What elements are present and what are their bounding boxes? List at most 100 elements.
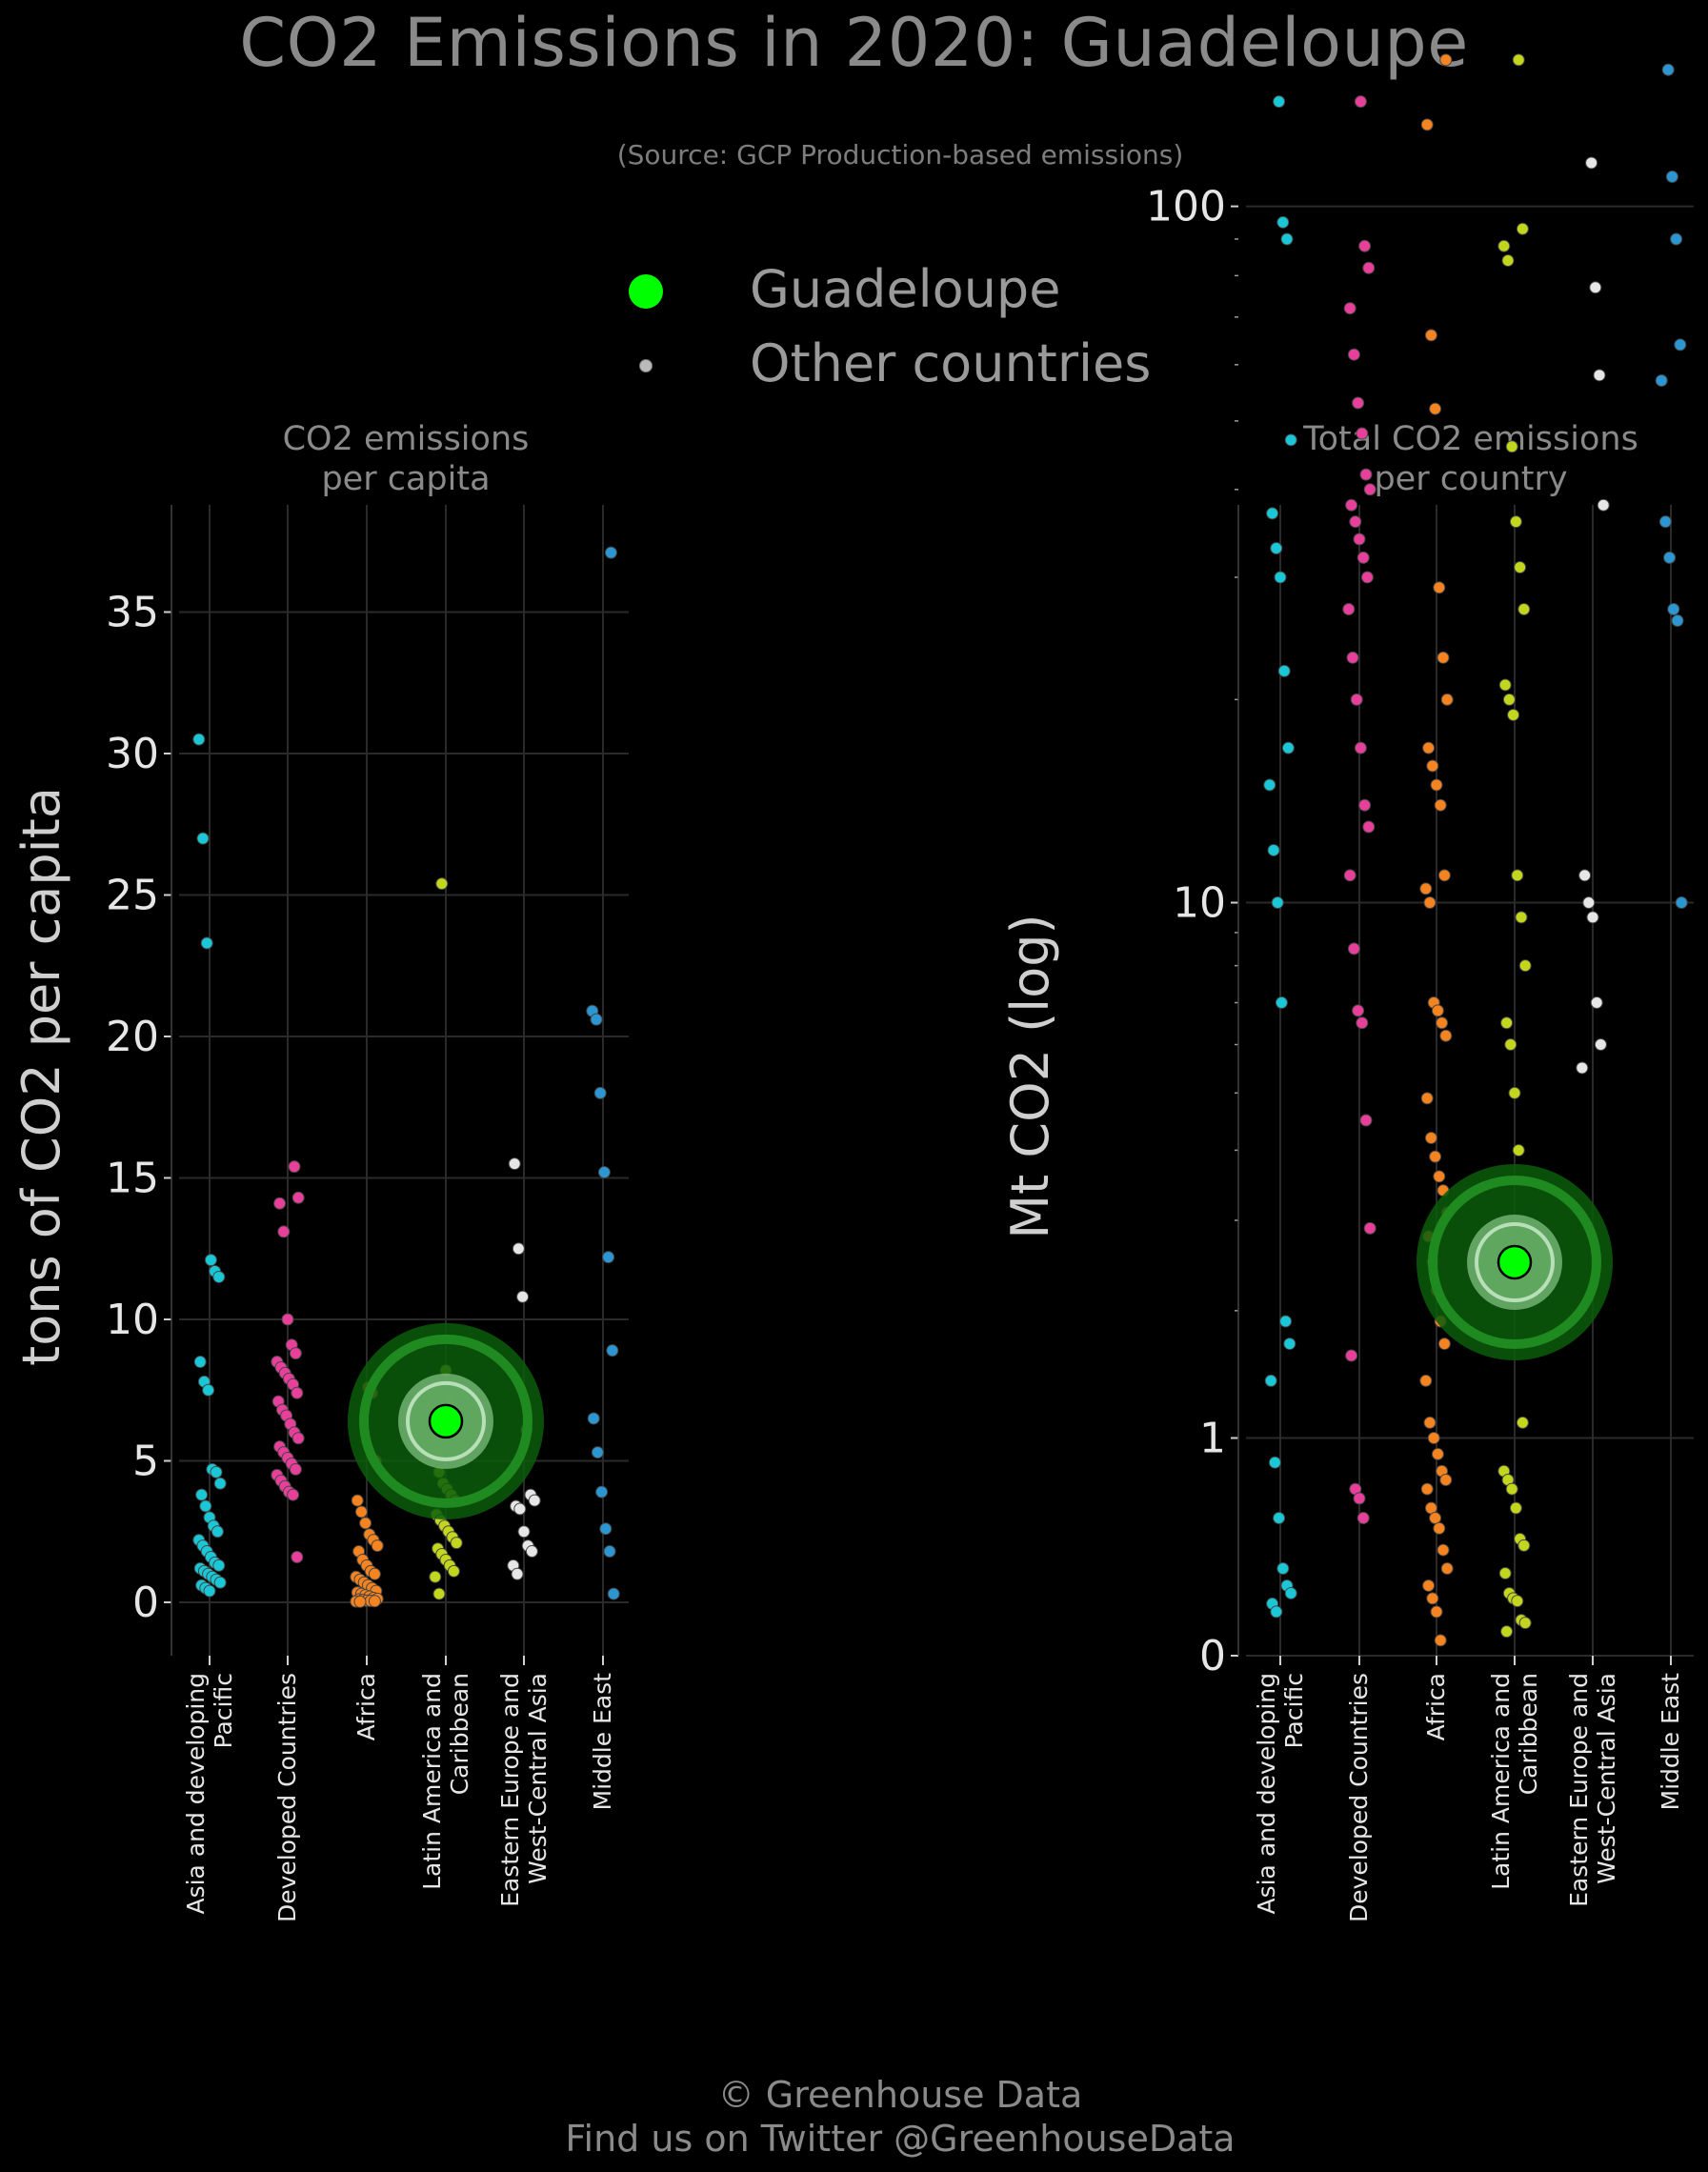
data-point-developed-countries: [1346, 651, 1359, 664]
data-point-africa: [1431, 1004, 1444, 1017]
data-point-developed-countries: [1362, 261, 1376, 274]
y-tick-label: 0: [132, 1579, 159, 1627]
data-point-latin-america-and-caribbean: [1504, 1038, 1517, 1052]
data-point-eastern-europe-and-west-central-asia: [516, 1290, 530, 1303]
data-point-asia-and-developing-pacific: [1283, 1337, 1296, 1351]
data-point-asia-and-developing-pacific: [193, 1356, 207, 1369]
data-point-asia-and-developing-pacific: [213, 1477, 227, 1490]
highlight-point-guadeloupe: [428, 1403, 464, 1439]
data-point-asia-and-developing-pacific: [211, 1525, 224, 1538]
y-tick-label: 30: [106, 730, 159, 778]
panel-title-line: per capita: [321, 460, 490, 498]
data-point-middle-east: [1671, 614, 1684, 628]
data-point-developed-countries: [1342, 603, 1356, 616]
data-point-asia-and-developing-pacific: [196, 832, 210, 845]
data-point-asia-and-developing-pacific: [213, 1576, 227, 1589]
data-point-developed-countries: [289, 1462, 302, 1476]
data-point-latin-america-and-caribbean: [1518, 959, 1532, 973]
y-tick-label: 5: [132, 1438, 159, 1486]
data-point-latin-america-and-caribbean: [450, 1537, 463, 1550]
data-point-latin-america-and-caribbean: [1500, 1625, 1514, 1639]
data-point-africa: [1440, 1561, 1454, 1575]
data-point-africa: [1439, 1474, 1453, 1487]
data-point-africa: [1419, 1374, 1433, 1387]
data-point-africa: [1420, 118, 1434, 131]
data-point-latin-america-and-caribbean: [1505, 1482, 1518, 1496]
data-point-asia-and-developing-pacific: [1264, 1374, 1277, 1387]
data-point-developed-countries: [1356, 1512, 1370, 1525]
data-point-middle-east: [597, 1166, 611, 1179]
data-point-eastern-europe-and-west-central-asia: [1589, 281, 1602, 294]
highlight-point-guadeloupe: [1497, 1244, 1533, 1280]
data-point-africa: [1437, 1337, 1451, 1351]
data-point-middle-east: [587, 1412, 600, 1425]
data-point-asia-and-developing-pacific: [1276, 215, 1290, 229]
data-point-africa: [1420, 1482, 1434, 1496]
legend-other-marker-icon: [639, 359, 653, 372]
data-point-asia-and-developing-pacific: [1263, 778, 1276, 792]
y-tick-label: 15: [106, 1155, 159, 1203]
data-point-developed-countries: [1356, 1016, 1369, 1030]
data-point-developed-countries: [291, 1550, 304, 1563]
y-tick-label: 10: [1173, 879, 1226, 928]
data-point-middle-east: [1658, 515, 1672, 529]
data-point-africa: [1433, 1170, 1446, 1183]
data-point-africa: [1431, 1447, 1444, 1460]
data-point-eastern-europe-and-west-central-asia: [517, 1525, 531, 1538]
data-point-developed-countries: [1347, 942, 1360, 955]
data-point-asia-and-developing-pacific: [200, 936, 213, 950]
x-category-label-asia-and-developing-pacific: Asia and developingPacific: [1253, 1673, 1308, 1915]
data-point-developed-countries: [1352, 1004, 1365, 1017]
data-point-middle-east: [591, 1446, 604, 1459]
data-point-latin-america-and-caribbean: [1498, 1567, 1512, 1580]
data-point-middle-east: [593, 1086, 607, 1099]
y-tick-label: 35: [106, 589, 159, 637]
data-point-asia-and-developing-pacific: [1267, 843, 1280, 856]
y-axis-label: tons of CO2 per capita: [11, 787, 71, 1366]
data-point-africa: [1422, 741, 1436, 754]
data-point-africa: [1423, 896, 1437, 910]
data-point-africa: [351, 1494, 364, 1507]
data-point-developed-countries: [1353, 533, 1366, 546]
data-point-developed-countries: [1352, 396, 1365, 410]
y-tick-label: 25: [106, 872, 159, 920]
data-point-middle-east: [603, 1545, 616, 1559]
data-point-africa: [368, 1567, 381, 1580]
x-category-label-developed-countries: Developed Countries: [1345, 1673, 1373, 1922]
data-point-latin-america-and-caribbean: [1505, 440, 1518, 453]
data-point-developed-countries: [1354, 741, 1367, 754]
data-point-developed-countries: [1350, 693, 1363, 706]
data-point-middle-east: [602, 1251, 615, 1264]
y-tick-label: 100: [1146, 183, 1226, 231]
data-point-developed-countries: [281, 1313, 294, 1326]
y-axis-label: Mt CO2 (log): [1000, 914, 1060, 1238]
data-point-eastern-europe-and-west-central-asia: [1585, 156, 1598, 170]
data-point-latin-america-and-caribbean: [1498, 678, 1512, 692]
data-point-middle-east: [1663, 551, 1677, 564]
data-point-asia-and-developing-pacific: [1274, 571, 1287, 584]
footer-twitter: Find us on Twitter @GreenhouseData: [565, 2118, 1236, 2160]
data-point-africa: [1423, 1416, 1437, 1429]
data-point-latin-america-and-caribbean: [1517, 1538, 1531, 1552]
data-point-latin-america-and-caribbean: [1518, 1617, 1532, 1630]
data-point-africa: [1422, 1579, 1436, 1592]
data-point-africa: [1424, 1132, 1437, 1145]
data-point-developed-countries: [1349, 515, 1362, 529]
data-point-latin-america-and-caribbean: [1509, 1501, 1522, 1515]
data-point-asia-and-developing-pacific: [1271, 896, 1284, 910]
data-point-middle-east: [1665, 170, 1678, 183]
data-point-asia-and-developing-pacific: [212, 1559, 226, 1572]
x-category-label-middle-east: Middle East: [1657, 1673, 1684, 1811]
data-point-eastern-europe-and-west-central-asia: [1593, 369, 1606, 382]
data-point-middle-east: [607, 1587, 620, 1600]
data-point-middle-east: [606, 1344, 619, 1358]
data-point-asia-and-developing-pacific: [1281, 741, 1295, 754]
data-point-africa: [1434, 798, 1447, 812]
data-point-middle-east: [1675, 896, 1688, 910]
x-category-label-latin-america-and-caribbean: Latin America andCaribbean: [418, 1673, 473, 1890]
y-tick-label: 0: [1199, 1632, 1226, 1680]
data-point-africa: [1426, 759, 1439, 773]
data-point-latin-america-and-caribbean: [1507, 708, 1520, 721]
data-point-asia-and-developing-pacific: [1273, 95, 1286, 109]
